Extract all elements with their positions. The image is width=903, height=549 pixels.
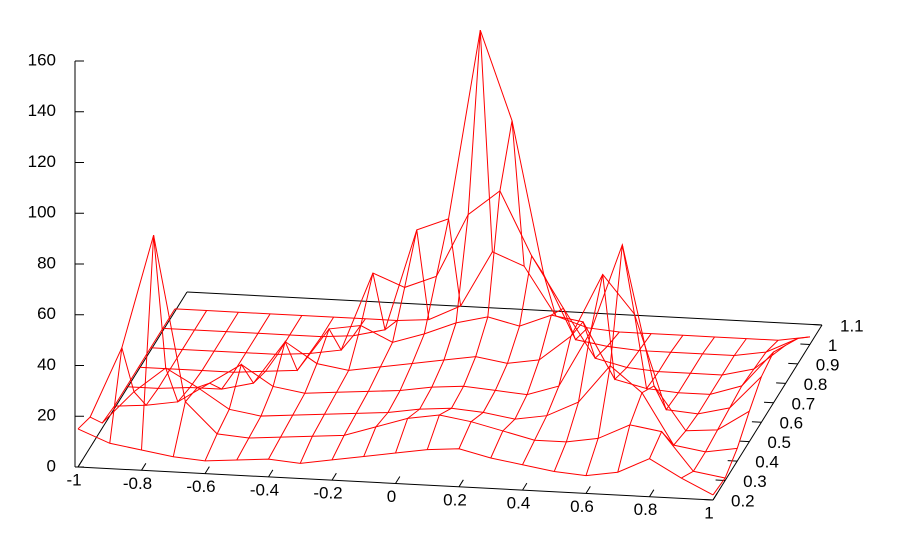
surface-column: [77, 308, 176, 430]
x-tick-label: 0: [387, 487, 396, 506]
surface-column: [426, 120, 525, 450]
surface-column: [712, 336, 810, 496]
surface-column: [363, 218, 462, 457]
surface-column: [299, 272, 398, 464]
surface-column: [617, 336, 716, 473]
z-tick-label: 140: [28, 101, 56, 120]
surface-column: [236, 316, 335, 461]
x-tick-label: -0.2: [313, 484, 342, 503]
y-tick-label: 0.4: [755, 453, 779, 472]
surface-column: [204, 315, 303, 462]
back-edge: [186, 291, 823, 326]
surface-row: [126, 273, 762, 415]
x-tick-label: 0.6: [570, 497, 594, 516]
y-tick-label: 0.5: [767, 433, 791, 452]
x-tick: [77, 459, 83, 468]
surface-column: [141, 235, 239, 451]
y-tick-label: 0.8: [804, 375, 828, 394]
surface-column: [268, 318, 366, 460]
x-tick-label: -0.4: [250, 480, 279, 499]
x-tick: [204, 466, 210, 474]
surface-column: [553, 274, 652, 472]
x-tick: [585, 486, 591, 494]
z-tick-label: 120: [28, 152, 56, 171]
x-tick: [141, 463, 147, 471]
z-tick-label: 160: [28, 50, 56, 69]
surface-row: [114, 242, 750, 432]
x-tick: [395, 476, 401, 484]
surface-column: [109, 310, 208, 444]
z-tick-label: 20: [37, 406, 56, 425]
x-tick-label: -1: [66, 470, 81, 489]
surface-column: [649, 338, 747, 459]
x-tick: [649, 489, 655, 497]
surface-column: [585, 244, 684, 476]
x-tick: [268, 469, 274, 478]
surface-column: [172, 313, 271, 457]
z-tick-label: 60: [37, 304, 56, 323]
z-tick-label: 40: [37, 355, 56, 374]
x-tick-label: 0.4: [507, 494, 531, 513]
surface-row: [138, 314, 774, 395]
z-tick-label: 80: [37, 253, 56, 272]
y-tick-label: 1.1: [840, 316, 864, 335]
y-tick-label: 0.9: [816, 355, 840, 374]
surface-row: [162, 30, 798, 357]
surface-column: [458, 254, 557, 449]
z-tick-label: 100: [28, 203, 56, 222]
y-tick-label: 0.2: [731, 491, 755, 510]
x-tick: [522, 482, 528, 491]
y-axis: [712, 324, 823, 501]
y-tick-label: 0.6: [779, 414, 803, 433]
x-tick-label: 0.2: [443, 490, 467, 509]
y-tick-label: 0.7: [792, 394, 816, 413]
x-tick-label: 1: [704, 503, 713, 522]
x-tick: [331, 472, 337, 481]
y-tick-label: 1: [828, 336, 837, 355]
surface-column: [522, 320, 620, 465]
surface-column: [681, 339, 779, 479]
y-tick-label: 0.3: [743, 472, 767, 491]
x-tick-label: 0.8: [634, 500, 658, 519]
surface-row: [77, 428, 714, 496]
x-tick-label: -0.6: [186, 477, 215, 496]
x-tick: [712, 492, 718, 501]
left-edge: [77, 291, 188, 468]
surface-column: [490, 307, 588, 459]
surface-column: [331, 229, 430, 461]
surface-column: [395, 30, 493, 454]
z-tick-label: 0: [47, 456, 56, 475]
x-tick: [458, 479, 464, 488]
x-tick-label: -0.8: [123, 474, 152, 493]
